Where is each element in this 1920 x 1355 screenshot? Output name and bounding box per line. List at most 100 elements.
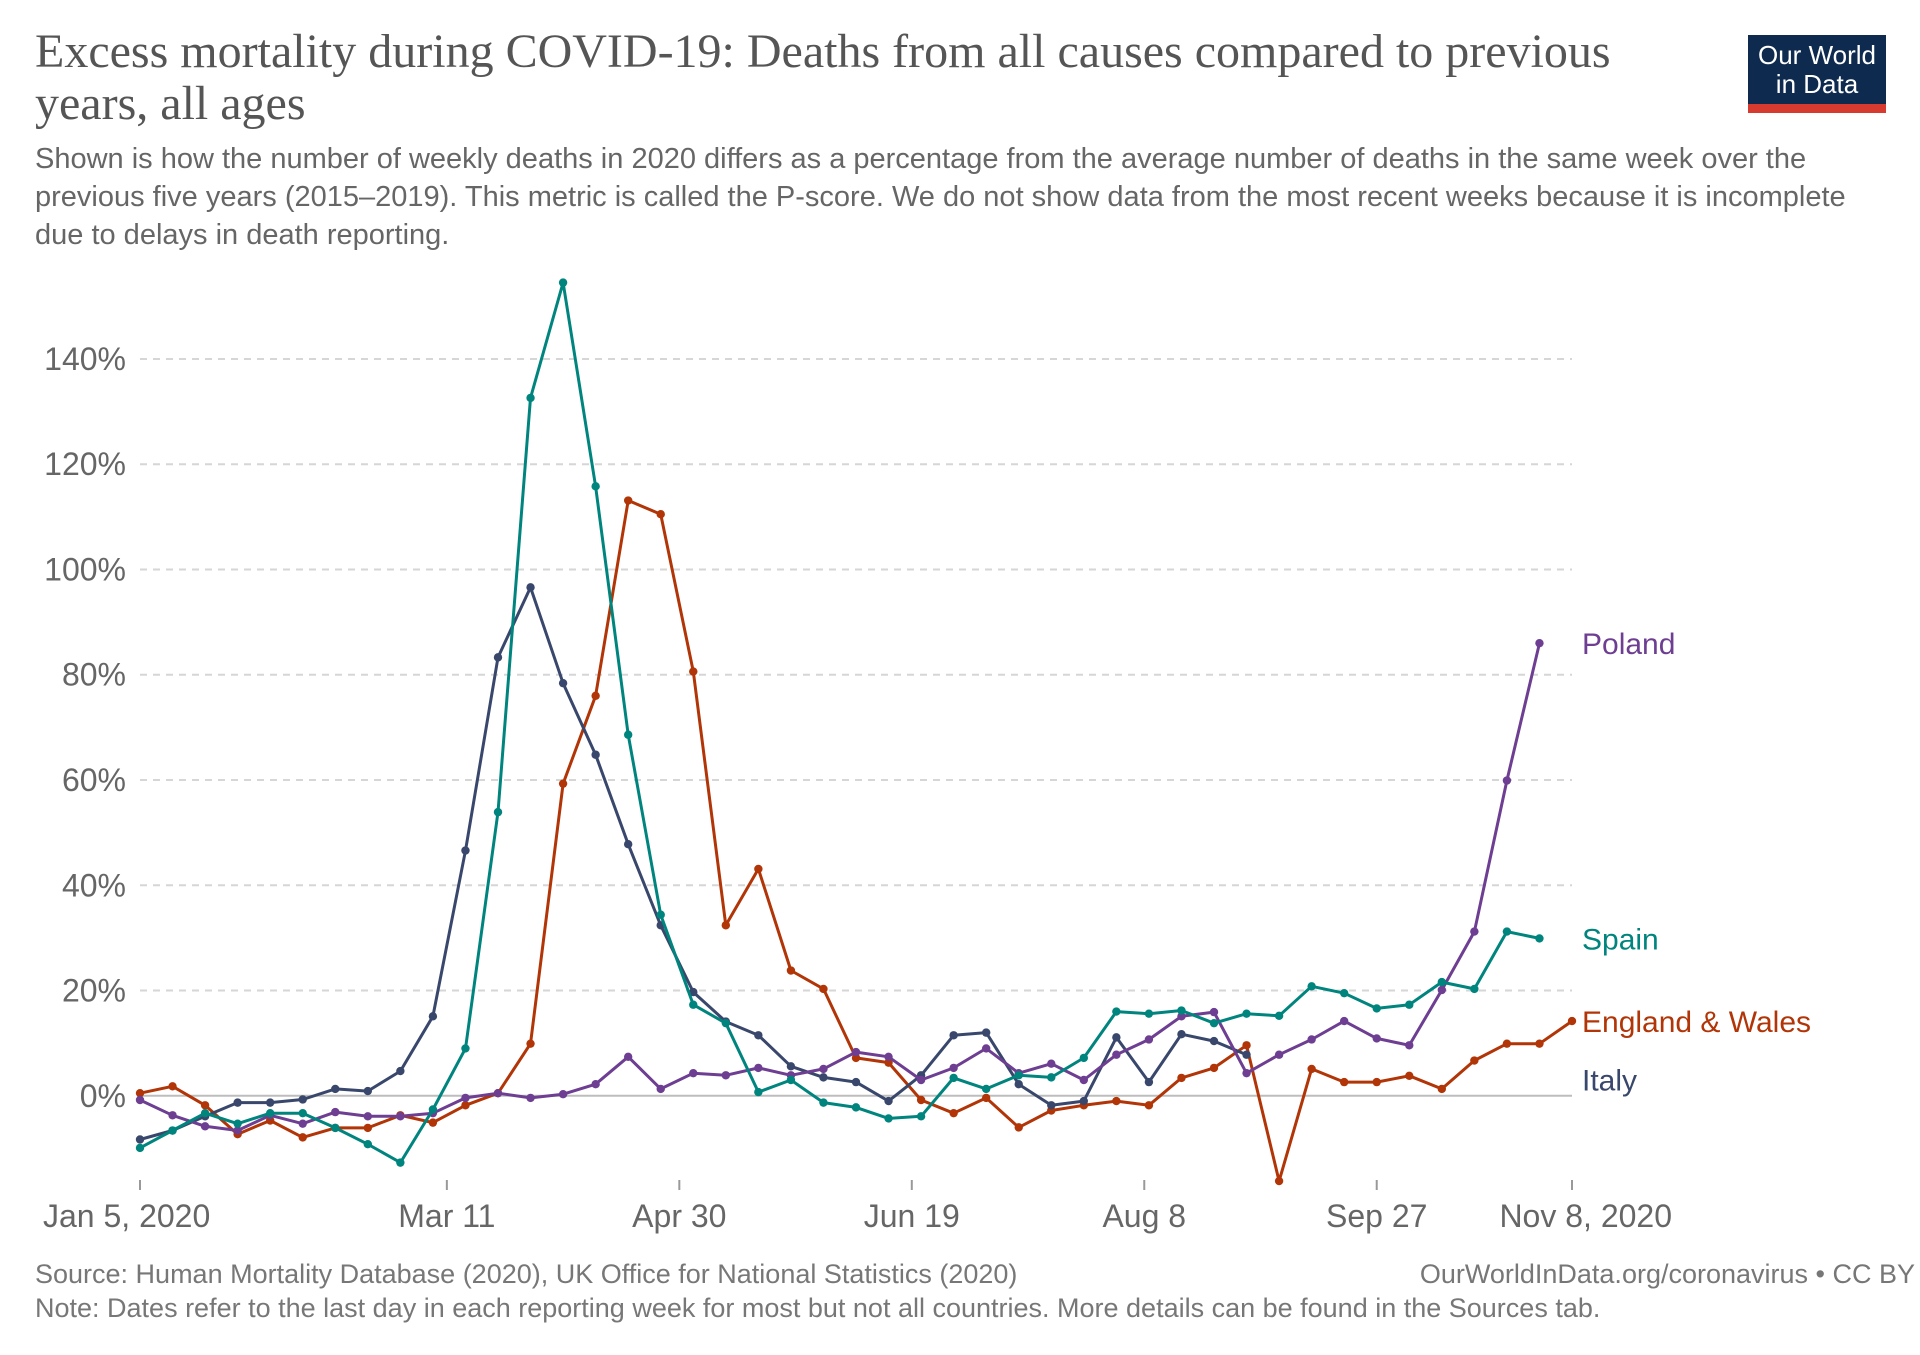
data-point-england-wales	[1112, 1096, 1121, 1106]
data-point-italy	[526, 583, 535, 592]
data-point-poland	[233, 1126, 242, 1135]
data-point-england-wales	[1242, 1041, 1251, 1050]
data-point-spain	[1079, 1053, 1089, 1063]
data-point-spain	[1144, 1009, 1154, 1018]
data-point-poland	[819, 1064, 828, 1074]
data-point-england-wales	[298, 1133, 307, 1142]
data-point-poland	[168, 1111, 177, 1120]
credit-text[interactable]: OurWorldInData.org/coronavirus • CC BY	[1419, 1259, 1915, 1289]
series-line-poland	[139, 642, 1541, 1132]
data-point-spain	[428, 1105, 438, 1114]
data-point-spain	[916, 1112, 926, 1121]
data-point-spain	[331, 1123, 340, 1133]
data-point-spain	[1014, 1071, 1023, 1080]
data-point-spain	[1470, 984, 1479, 994]
data-point-italy	[298, 1095, 307, 1104]
data-point-poland	[1535, 638, 1544, 648]
y-tick-label: 0%	[80, 1078, 126, 1114]
data-point-england-wales	[1014, 1123, 1023, 1132]
data-point-spain	[591, 482, 600, 491]
x-tick-label: Jan 5, 2020	[43, 1198, 210, 1234]
data-point-italy	[331, 1084, 340, 1094]
data-point-spain	[981, 1084, 991, 1094]
x-tick-label: Mar 11	[398, 1198, 495, 1234]
data-point-italy	[884, 1096, 893, 1106]
data-point-spain	[493, 807, 503, 817]
data-point-spain	[949, 1073, 958, 1083]
series-label-poland: Poland	[1582, 628, 1675, 661]
data-point-england-wales	[884, 1058, 893, 1067]
data-point-spain	[1535, 934, 1544, 943]
data-point-spain	[298, 1108, 307, 1118]
data-point-spain	[461, 1044, 470, 1053]
chart-subtitle: Shown is how the number of weekly deaths…	[35, 143, 1846, 251]
data-point-spain	[168, 1126, 177, 1135]
data-point-england-wales	[1339, 1077, 1349, 1087]
data-point-poland	[135, 1095, 145, 1105]
logo-line-2: in Data	[1775, 68, 1859, 99]
data-point-england-wales	[1274, 1176, 1284, 1186]
data-point-spain	[1274, 1011, 1284, 1020]
data-point-poland	[331, 1107, 340, 1117]
data-point-poland	[1437, 985, 1447, 995]
y-tick-label: 20%	[62, 973, 126, 1009]
data-point-italy	[1177, 1030, 1186, 1039]
data-point-italy	[754, 1031, 763, 1040]
x-tick-label: Sep 27	[1326, 1198, 1427, 1234]
data-point-poland	[721, 1071, 731, 1080]
data-point-england-wales	[1437, 1084, 1447, 1094]
data-point-england-wales	[1502, 1039, 1512, 1048]
data-point-england-wales	[200, 1101, 210, 1110]
data-point-england-wales	[721, 921, 731, 930]
data-point-italy	[591, 750, 600, 759]
data-point-england-wales	[949, 1108, 958, 1118]
y-tick-label: 60%	[62, 762, 126, 798]
data-point-italy	[428, 1012, 438, 1021]
data-point-italy	[1209, 1036, 1219, 1046]
data-point-england-wales	[754, 864, 763, 874]
y-axis: 0% 20% 40% 60% 80% 100% 120% 140%	[44, 341, 126, 1114]
data-point-poland	[1470, 927, 1479, 936]
data-point-poland	[1502, 776, 1512, 785]
y-tick-label: 40%	[62, 867, 126, 903]
data-point-poland	[1144, 1035, 1154, 1044]
data-point-spain	[819, 1098, 828, 1107]
data-point-spain	[1047, 1073, 1056, 1082]
data-point-spain	[1339, 988, 1349, 998]
data-point-spain	[1112, 1007, 1121, 1016]
series-label-italy: Italy	[1582, 1065, 1637, 1098]
data-point-italy	[786, 1062, 796, 1071]
series-poland	[135, 638, 1544, 1135]
data-point-spain	[1209, 1018, 1219, 1028]
y-tick-label: 140%	[44, 341, 126, 377]
data-point-spain	[363, 1140, 373, 1149]
y-tick-label: 100%	[44, 551, 126, 587]
data-point-england-wales	[591, 691, 600, 700]
data-point-italy	[1112, 1033, 1121, 1042]
source-text[interactable]: Source: Human Mortality Database (2020),…	[35, 1259, 1018, 1289]
data-point-spain	[851, 1103, 861, 1112]
data-point-poland	[1112, 1050, 1121, 1059]
data-point-england-wales	[1307, 1064, 1316, 1074]
data-point-england-wales	[656, 510, 665, 519]
owid-logo[interactable]: Our World in Data	[1748, 35, 1886, 113]
data-point-england-wales	[428, 1118, 438, 1127]
y-tick-label: 80%	[62, 657, 126, 693]
data-point-poland	[981, 1044, 991, 1053]
data-point-italy	[233, 1098, 242, 1107]
data-point-spain	[200, 1108, 210, 1118]
data-point-spain	[396, 1158, 405, 1167]
series-label-spain: Spain	[1582, 923, 1659, 956]
data-point-england-wales	[786, 966, 796, 975]
data-point-spain	[1437, 977, 1447, 987]
x-tick-label: Aug 8	[1102, 1198, 1186, 1234]
data-point-poland	[754, 1063, 763, 1073]
data-point-england-wales	[623, 496, 633, 505]
data-point-italy	[493, 653, 503, 662]
data-point-italy	[265, 1098, 275, 1107]
data-point-poland	[689, 1068, 698, 1078]
data-point-spain	[754, 1087, 763, 1097]
data-point-england-wales	[1144, 1101, 1154, 1110]
data-point-england-wales	[1567, 1016, 1577, 1026]
data-point-poland	[363, 1112, 373, 1121]
